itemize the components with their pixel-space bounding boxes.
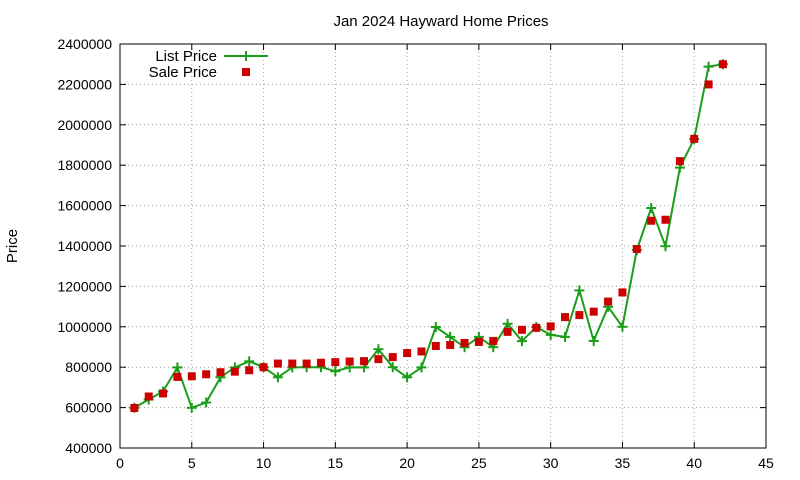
x-tick-label: 35 (615, 455, 631, 471)
sale-price-point (374, 355, 383, 364)
sale-price-point (173, 372, 182, 381)
y-tick-label: 1800000 (57, 157, 112, 173)
list-price-point (516, 336, 527, 347)
x-tick-label: 15 (328, 455, 344, 471)
axes: 0 5 10 15 20 25 30 35 40 45 400000 600000 800000 1000… (57, 36, 774, 471)
sale-price-point (230, 367, 239, 376)
x-tick-label: 5 (188, 455, 196, 471)
list-price-point (502, 318, 513, 329)
y-tick-label: 1600000 (57, 198, 112, 214)
list-price-point (430, 322, 441, 333)
list-price-point (560, 331, 571, 342)
legend-marker-list-price (241, 51, 251, 61)
sale-price-point (130, 404, 139, 413)
sale-price-point (187, 372, 196, 381)
y-tick-label: 2000000 (57, 117, 112, 133)
list-price-point (574, 285, 585, 296)
y-tick-label: 1400000 (57, 238, 112, 254)
sale-price-point (288, 359, 297, 368)
y-tick-label: 1200000 (57, 278, 112, 294)
list-price-point (445, 331, 456, 342)
list-price-point (617, 321, 628, 332)
list-price-point (330, 366, 341, 377)
list-price-point (588, 335, 599, 346)
y-tick-label: 800000 (65, 359, 112, 375)
sale-price-point (360, 357, 369, 366)
sale-price-point (489, 336, 498, 345)
sale-price-point (604, 297, 613, 306)
legend-label-list-price: List Price (155, 48, 217, 65)
sale-price-point (575, 311, 584, 320)
sale-price-point (216, 368, 225, 377)
sale-price-point (532, 323, 541, 332)
y-tick-label: 400000 (65, 440, 112, 456)
sale-price-point (159, 389, 168, 398)
sale-price-point (675, 157, 684, 166)
sale-price-point (474, 337, 483, 346)
list-price-point (172, 362, 183, 373)
sale-price-point (517, 325, 526, 334)
sale-price-point (690, 134, 699, 143)
list-price-point (402, 372, 413, 383)
sale-price-point (647, 216, 656, 225)
sale-price-point (503, 327, 512, 336)
list-price-point (201, 397, 212, 408)
y-tick-label: 2400000 (57, 36, 112, 52)
list-price-point (373, 344, 384, 355)
legend-label-sale-price: Sale Price (149, 64, 217, 81)
y-axis-label: Price (4, 229, 21, 263)
y-tick-label: 2200000 (57, 76, 112, 92)
list-price-line (133, 63, 724, 409)
x-tick-label: 45 (758, 455, 774, 471)
sale-price-point (417, 347, 426, 356)
sale-price-point (589, 307, 598, 316)
sale-price-point (259, 363, 268, 372)
legend-marker-sale-price (242, 68, 250, 76)
x-tick-label: 10 (256, 455, 272, 471)
sale-price-point (345, 357, 354, 366)
x-tick-label: 20 (399, 455, 415, 471)
sale-price-point (718, 60, 727, 69)
sale-price-point (446, 340, 455, 349)
y-tick-label: 1000000 (57, 319, 112, 335)
list-price-point (703, 61, 714, 72)
list-price-point (646, 203, 657, 214)
sale-price-point (273, 359, 282, 368)
list-price-point (387, 362, 398, 373)
sale-price-point (632, 245, 641, 254)
series-layer (129, 59, 728, 413)
sale-price-point (561, 313, 570, 322)
sale-price-point (245, 366, 254, 375)
sale-price-point (331, 358, 340, 367)
sale-price-point (661, 215, 670, 224)
sale-price-point (316, 358, 325, 367)
sale-price-point (618, 288, 627, 297)
list-price-point (186, 402, 197, 413)
x-tick-label: 0 (116, 455, 124, 471)
sale-price-point (704, 80, 713, 89)
sale-price-point (546, 322, 555, 331)
list-price-point (660, 241, 671, 252)
sale-price-point (460, 338, 469, 347)
x-tick-label: 30 (543, 455, 559, 471)
chart-title: Jan 2024 Hayward Home Prices (333, 13, 548, 30)
list-price-point (244, 356, 255, 367)
x-tick-label: 40 (686, 455, 702, 471)
y-tick-label: 600000 (65, 400, 112, 416)
list-price-point (272, 372, 283, 383)
list-price-point (545, 329, 556, 340)
sale-price-point (202, 370, 211, 379)
x-tick-label: 25 (471, 455, 487, 471)
sale-price-point (144, 392, 153, 401)
sale-price-point (403, 349, 412, 358)
sale-price-point (302, 359, 311, 368)
list-price-point (416, 362, 427, 373)
sale-price-point (388, 353, 397, 362)
sale-price-point (431, 341, 440, 350)
